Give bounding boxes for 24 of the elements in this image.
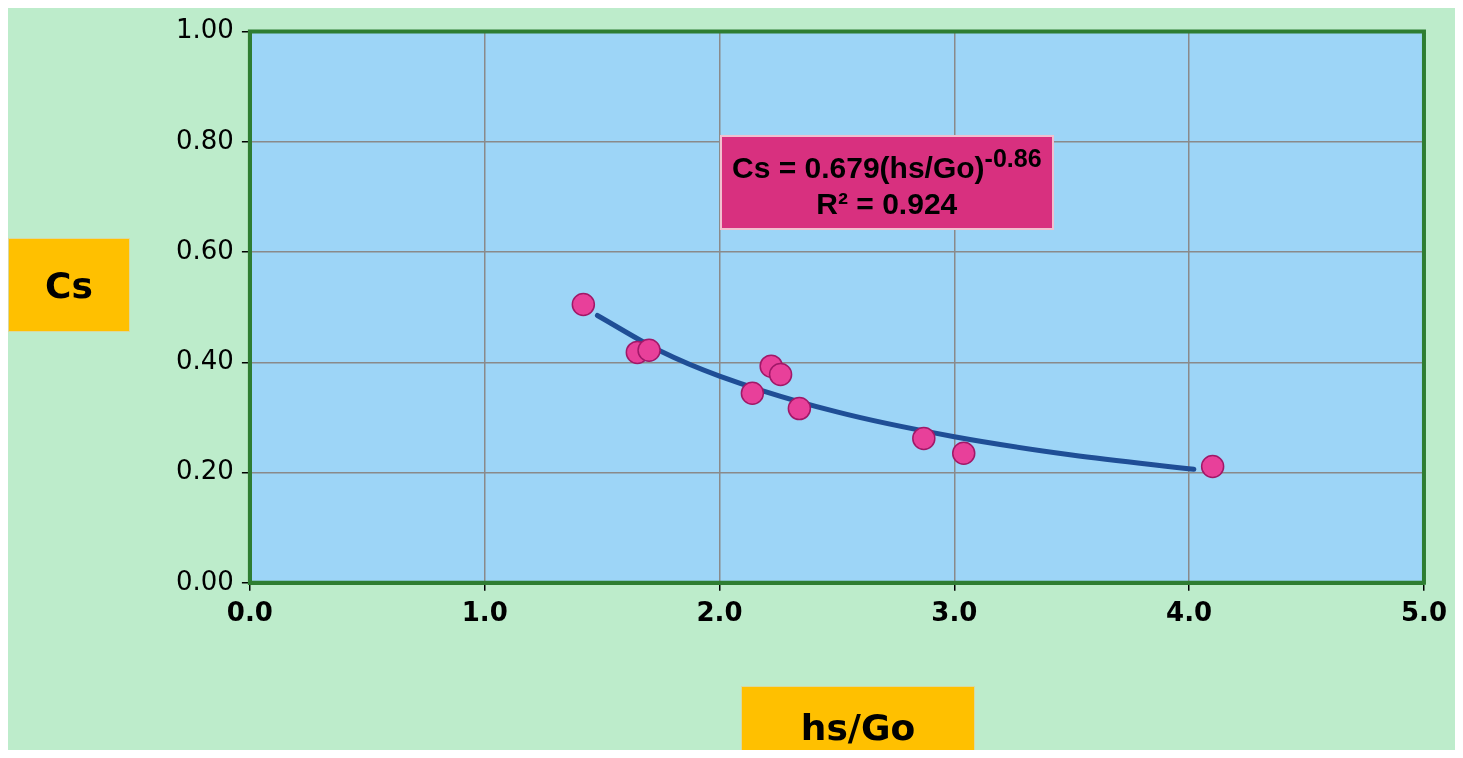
y-tick-label: 0.40 xyxy=(176,345,234,376)
point xyxy=(768,362,793,387)
y-tick-label: 0.80 xyxy=(176,124,234,155)
x-tick-label: 5.0 xyxy=(1400,597,1447,628)
y-tick-label: 1.00 xyxy=(176,14,234,45)
point xyxy=(740,381,765,405)
y-axis-title: Cs xyxy=(8,238,130,332)
annotation: Cs = 0.679(hs/Go)$^{-0.86}$ xyxy=(732,143,1042,186)
x-tick-label: 1.0 xyxy=(461,597,508,628)
point xyxy=(912,426,936,451)
point xyxy=(1200,454,1225,479)
x-tick-label: 0.0 xyxy=(226,597,273,628)
point xyxy=(787,396,812,421)
annotation: R² = 0.924 xyxy=(815,186,959,222)
point xyxy=(571,292,596,317)
x-axis-title: hs/Go xyxy=(799,705,917,750)
x-tick-label: 2.0 xyxy=(696,597,743,628)
point xyxy=(637,338,661,362)
point xyxy=(951,441,976,466)
y-tick-label: 0.00 xyxy=(176,565,234,596)
x-tick-label: 3.0 xyxy=(931,597,978,628)
x-tick-label: 4.0 xyxy=(1166,597,1213,628)
y-tick-label: 0.20 xyxy=(176,455,234,486)
y-tick-label: 0.60 xyxy=(176,234,234,265)
